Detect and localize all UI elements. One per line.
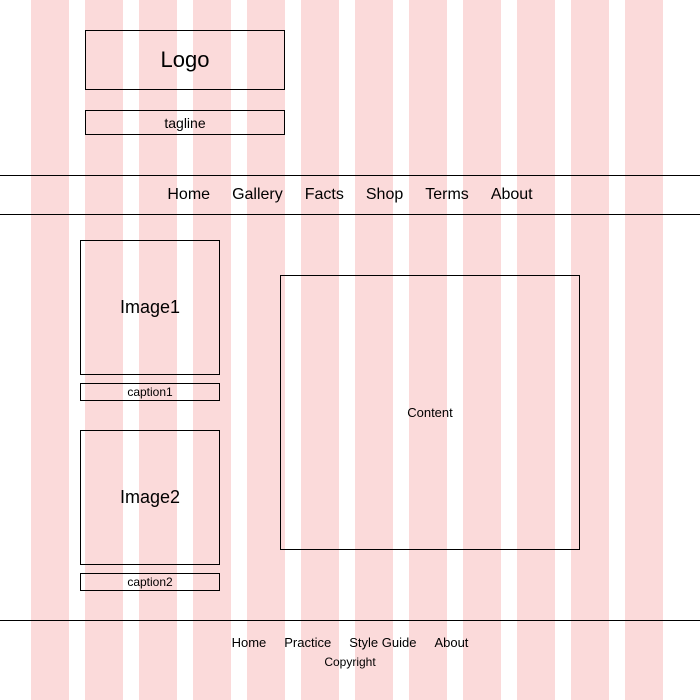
tagline-placeholder: tagline: [85, 110, 285, 135]
footer-divider: [0, 620, 700, 621]
nav-item-facts[interactable]: Facts: [305, 186, 344, 204]
image1-label: Image1: [120, 297, 180, 318]
nav-item-about[interactable]: About: [491, 186, 533, 204]
content-label: Content: [407, 405, 453, 420]
caption1-placeholder: caption1: [80, 383, 220, 401]
logo-placeholder: Logo: [85, 30, 285, 90]
logo-text: Logo: [161, 47, 210, 73]
image1-placeholder: Image1: [80, 240, 220, 375]
image2-label: Image2: [120, 487, 180, 508]
main-nav: Home Gallery Facts Shop Terms About: [0, 175, 700, 215]
footer-item-practice[interactable]: Practice: [284, 635, 331, 650]
footer-nav: Home Practice Style Guide About: [0, 635, 700, 650]
copyright-text: Copyright: [0, 655, 700, 669]
nav-item-gallery[interactable]: Gallery: [232, 186, 283, 204]
nav-item-home[interactable]: Home: [167, 186, 210, 204]
footer-item-styleguide[interactable]: Style Guide: [349, 635, 416, 650]
content-placeholder: Content: [280, 275, 580, 550]
caption1-text: caption1: [127, 385, 172, 399]
image2-placeholder: Image2: [80, 430, 220, 565]
caption2-text: caption2: [127, 575, 172, 589]
tagline-text: tagline: [164, 115, 205, 131]
footer-item-about[interactable]: About: [434, 635, 468, 650]
nav-item-terms[interactable]: Terms: [425, 186, 469, 204]
footer-item-home[interactable]: Home: [232, 635, 267, 650]
caption2-placeholder: caption2: [80, 573, 220, 591]
nav-item-shop[interactable]: Shop: [366, 186, 403, 204]
